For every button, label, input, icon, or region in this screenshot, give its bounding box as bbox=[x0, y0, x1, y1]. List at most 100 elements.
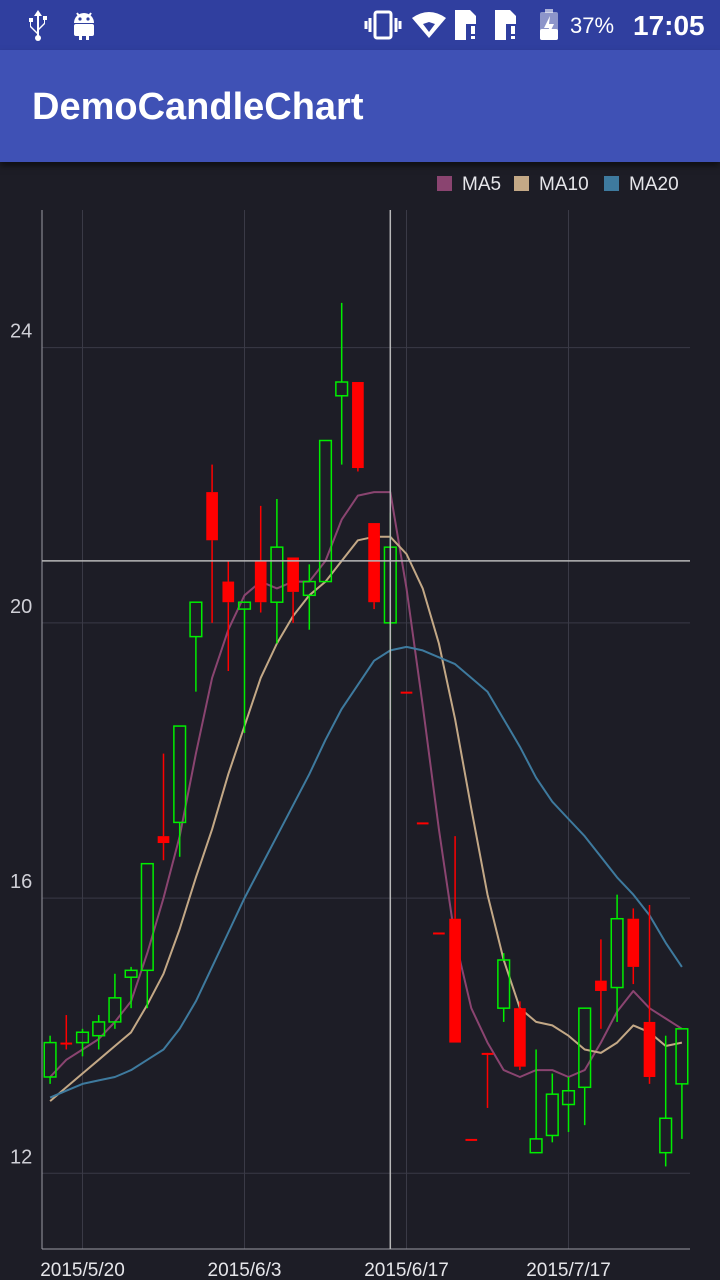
candle-body bbox=[124, 969, 138, 978]
candle-body bbox=[675, 1028, 689, 1085]
candle bbox=[481, 1052, 494, 1108]
candle bbox=[400, 691, 413, 694]
candle-body bbox=[157, 836, 170, 844]
battery-charging-icon bbox=[538, 0, 560, 50]
candle bbox=[206, 464, 218, 623]
candle bbox=[173, 725, 187, 857]
candle-body bbox=[514, 1008, 526, 1067]
chart-canvas[interactable]: 12 16 20 24 2015/5/20 2015/6/3 2015/6/17 2015/7… bbox=[0, 162, 720, 1280]
candle bbox=[368, 523, 380, 610]
candle bbox=[157, 753, 170, 861]
sim-2-alert-icon bbox=[492, 0, 522, 50]
y-tick-label: 24 bbox=[10, 321, 32, 343]
candle bbox=[270, 498, 284, 644]
candle bbox=[75, 1028, 90, 1057]
candle bbox=[514, 1001, 526, 1071]
ma-line-ma5 bbox=[49, 491, 683, 1078]
candle-body bbox=[578, 1007, 592, 1089]
y-tick-label: 20 bbox=[10, 596, 32, 618]
candle bbox=[302, 564, 316, 630]
legend-label-ma5: MA5 bbox=[462, 174, 501, 195]
candle-body bbox=[287, 557, 299, 592]
wifi-icon bbox=[410, 0, 448, 50]
candle-body bbox=[140, 862, 154, 972]
candle-body bbox=[222, 581, 235, 603]
candle bbox=[561, 1076, 576, 1133]
x-tick-label: 2015/5/20 bbox=[40, 1260, 125, 1280]
candle bbox=[497, 953, 511, 1022]
candle-body bbox=[561, 1089, 576, 1106]
candle-body bbox=[206, 492, 218, 541]
y-tick-label: 16 bbox=[10, 871, 32, 893]
candle bbox=[449, 836, 461, 1043]
candle bbox=[529, 1049, 543, 1154]
chart-axes: 12 16 20 24 2015/5/20 2015/6/3 2015/6/17 2015/7… bbox=[10, 210, 690, 1280]
candle bbox=[465, 1138, 478, 1141]
battery-percent: 37% bbox=[570, 13, 615, 38]
chart-legend: MA5 MA10 MA20 bbox=[437, 174, 679, 195]
y-tick-label: 12 bbox=[10, 1146, 32, 1168]
chart-grid bbox=[42, 210, 690, 1249]
candle-body bbox=[270, 546, 284, 603]
app-title: DemoCandleChart bbox=[32, 86, 364, 128]
candle-body bbox=[610, 917, 624, 989]
candle bbox=[189, 601, 203, 692]
ma-line-ma20 bbox=[49, 645, 683, 1099]
candle bbox=[92, 1015, 106, 1050]
legend-label-ma20: MA20 bbox=[629, 174, 679, 195]
status-clock: 17:05 bbox=[633, 10, 705, 41]
candle bbox=[416, 822, 429, 825]
candle bbox=[595, 939, 607, 1029]
candle bbox=[237, 601, 252, 733]
status-bar: 37% 17:05 bbox=[0, 0, 720, 50]
candle-body bbox=[60, 1042, 73, 1045]
candle-body bbox=[465, 1138, 478, 1141]
app-bar: DemoCandleChart bbox=[0, 50, 720, 162]
candle bbox=[610, 894, 624, 1022]
candle-body bbox=[173, 725, 187, 824]
candle-body bbox=[108, 997, 122, 1023]
sim-1-alert-icon bbox=[452, 0, 482, 50]
candle-body bbox=[189, 601, 203, 638]
candle bbox=[318, 439, 333, 583]
usb-icon bbox=[24, 0, 52, 50]
candle-body bbox=[43, 1041, 57, 1078]
candle bbox=[578, 1007, 592, 1126]
candle bbox=[659, 1035, 673, 1167]
legend-swatch-ma5 bbox=[437, 176, 452, 191]
candle-chart[interactable]: 12 16 20 24 2015/5/20 2015/6/3 2015/6/17 2015/7… bbox=[0, 162, 720, 1280]
candle-body bbox=[318, 439, 333, 583]
candle-body bbox=[659, 1117, 673, 1154]
candle-body bbox=[433, 932, 445, 935]
candle-body bbox=[237, 601, 252, 610]
candle-body bbox=[449, 918, 461, 1043]
legend-swatch-ma20 bbox=[604, 176, 619, 191]
candle bbox=[124, 966, 138, 1009]
candle-body bbox=[545, 1093, 559, 1137]
legend-label-ma10: MA10 bbox=[539, 174, 589, 195]
moving-average-lines bbox=[49, 491, 683, 1102]
candle-body bbox=[75, 1031, 90, 1044]
candle-body bbox=[368, 523, 380, 603]
candle bbox=[335, 302, 349, 465]
candle bbox=[222, 560, 235, 672]
candle-body bbox=[643, 1021, 656, 1077]
candle bbox=[627, 908, 640, 985]
candle bbox=[675, 1028, 689, 1139]
android-debug-icon bbox=[70, 0, 98, 50]
candle bbox=[643, 904, 656, 1084]
candle-body bbox=[92, 1021, 106, 1037]
candle bbox=[254, 505, 267, 613]
candle-body bbox=[595, 980, 607, 991]
candle-body bbox=[352, 382, 364, 469]
candle bbox=[140, 862, 154, 1009]
candle bbox=[352, 382, 364, 472]
crosshair bbox=[42, 210, 690, 1249]
candle-body bbox=[335, 381, 349, 397]
candle-body bbox=[302, 580, 316, 597]
candle bbox=[43, 1035, 57, 1084]
candlesticks bbox=[43, 302, 689, 1167]
candle bbox=[287, 557, 299, 623]
x-tick-label: 2015/6/17 bbox=[364, 1260, 449, 1280]
candle bbox=[60, 1015, 73, 1050]
